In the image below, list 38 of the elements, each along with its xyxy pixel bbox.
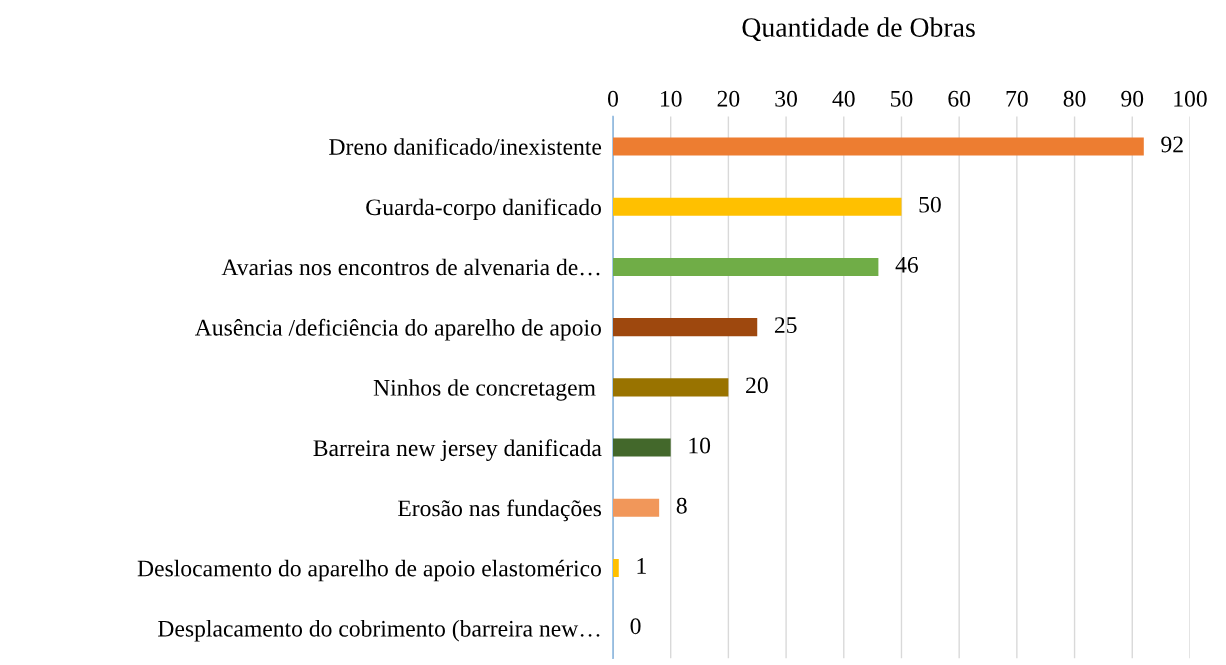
data-label: 0 <box>630 618 641 635</box>
x-tick-label: 60 <box>948 90 971 107</box>
y-tick-label: Barreira new jersey danificada <box>313 439 602 461</box>
x-tick-label: 90 <box>1121 90 1144 107</box>
x-tick-label: 20 <box>717 90 740 107</box>
bar <box>613 197 902 216</box>
data-label: 8 <box>676 497 687 514</box>
x-tick-label: 40 <box>832 90 855 107</box>
bar <box>613 137 1144 156</box>
data-label: 1 <box>637 558 646 574</box>
y-tick-label: Ausência /deficiência do aparelho de apoio <box>195 318 601 341</box>
y-tick-label: Avarias nos encontros de alvenaria de… <box>221 258 600 276</box>
x-tick-label: 100 <box>1174 90 1207 107</box>
bar <box>613 498 660 517</box>
data-label: 20 <box>746 377 768 394</box>
bar <box>613 438 671 457</box>
y-tick-label: Erosão nas fundações <box>398 499 602 522</box>
y-tick-label: Dreno danificado/inexistente <box>329 138 602 155</box>
x-tick-label: 80 <box>1063 90 1086 107</box>
bar <box>613 257 879 276</box>
x-tick-label: 70 <box>1006 90 1028 107</box>
x-tick-label: 30 <box>775 90 797 107</box>
bar <box>613 558 619 578</box>
y-tick-label: Ninhos de concretagem <box>373 379 596 401</box>
data-label: 10 <box>689 437 711 454</box>
data-label: 92 <box>1161 136 1183 153</box>
x-tick-label: 10 <box>660 90 682 107</box>
x-tick-label: 50 <box>891 90 913 107</box>
data-label: 25 <box>774 317 797 334</box>
data-label: 50 <box>919 196 941 213</box>
bar <box>613 318 758 337</box>
data-label: 46 <box>895 256 918 273</box>
chart-title: Quantidade de Obras <box>742 17 975 42</box>
y-tick-label: Desplacamento do cobrimento (barreira new… <box>158 620 600 642</box>
y-tick-label: Guarda-corpo danificado <box>366 198 601 221</box>
x-tick-label: 0 <box>608 90 618 107</box>
bar <box>613 378 729 397</box>
y-tick-label: Deslocamento do aparelho de apoio elastomérico <box>137 559 601 582</box>
